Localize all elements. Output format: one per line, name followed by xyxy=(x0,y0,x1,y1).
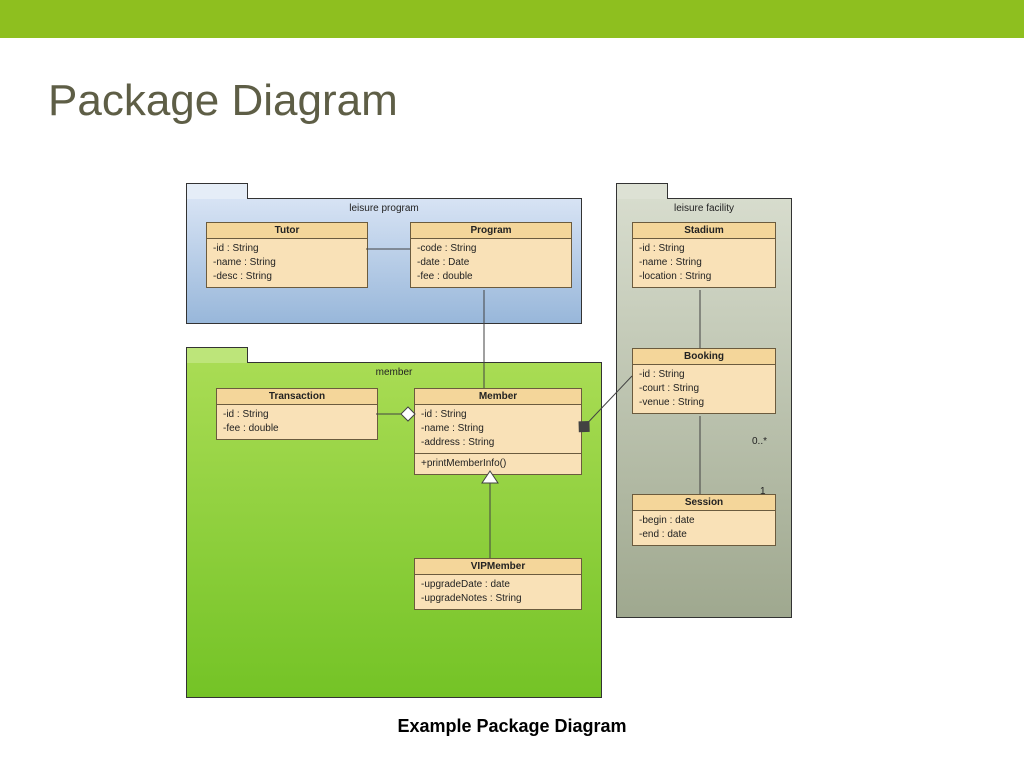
multiplicity-label: 0..* xyxy=(752,436,767,447)
class-attributes: -upgradeDate : date-upgradeNotes : Strin… xyxy=(415,575,581,609)
class-name: Session xyxy=(633,495,775,511)
class-name: Stadium xyxy=(633,223,775,239)
class-name: Tutor xyxy=(207,223,367,239)
class-attributes: -id : String-fee : double xyxy=(217,405,377,439)
class-attributes: -code : String-date : Date-fee : double xyxy=(411,239,571,287)
package-label: leisure program xyxy=(187,203,581,214)
class-attributes: -id : String-name : String-location : St… xyxy=(633,239,775,287)
class-booking: Booking-id : String-court : String-venue… xyxy=(632,348,776,414)
class-name: VIPMember xyxy=(415,559,581,575)
class-tutor: Tutor-id : String-name : String-desc : S… xyxy=(206,222,368,288)
class-member: Member-id : String-name : String-address… xyxy=(414,388,582,475)
class-name: Transaction xyxy=(217,389,377,405)
class-transaction: Transaction-id : String-fee : double xyxy=(216,388,378,440)
package-tab xyxy=(186,183,248,199)
class-program: Program-code : String-date : Date-fee : … xyxy=(410,222,572,288)
class-vipmember: VIPMember-upgradeDate : date-upgradeNote… xyxy=(414,558,582,610)
multiplicity-label: 1 xyxy=(760,486,766,497)
class-attributes: -id : String-name : String-desc : String xyxy=(207,239,367,287)
class-attributes: -id : String-name : String-address : Str… xyxy=(415,405,581,454)
class-name: Program xyxy=(411,223,571,239)
package-label: leisure facility xyxy=(617,203,791,214)
diagram-canvas: leisure program member leisure facility Tut… xyxy=(0,0,1024,768)
class-stadium: Stadium-id : String-name : String-locati… xyxy=(632,222,776,288)
package-tab xyxy=(186,347,248,363)
class-attributes: -id : String-court : String-venue : Stri… xyxy=(633,365,775,413)
class-operations: +printMemberInfo() xyxy=(415,454,581,474)
class-name: Booking xyxy=(633,349,775,365)
package-tab xyxy=(616,183,668,199)
class-attributes: -begin : date-end : date xyxy=(633,511,775,545)
class-session: Session-begin : date-end : date xyxy=(632,494,776,546)
class-name: Member xyxy=(415,389,581,405)
package-label: member xyxy=(187,367,601,378)
